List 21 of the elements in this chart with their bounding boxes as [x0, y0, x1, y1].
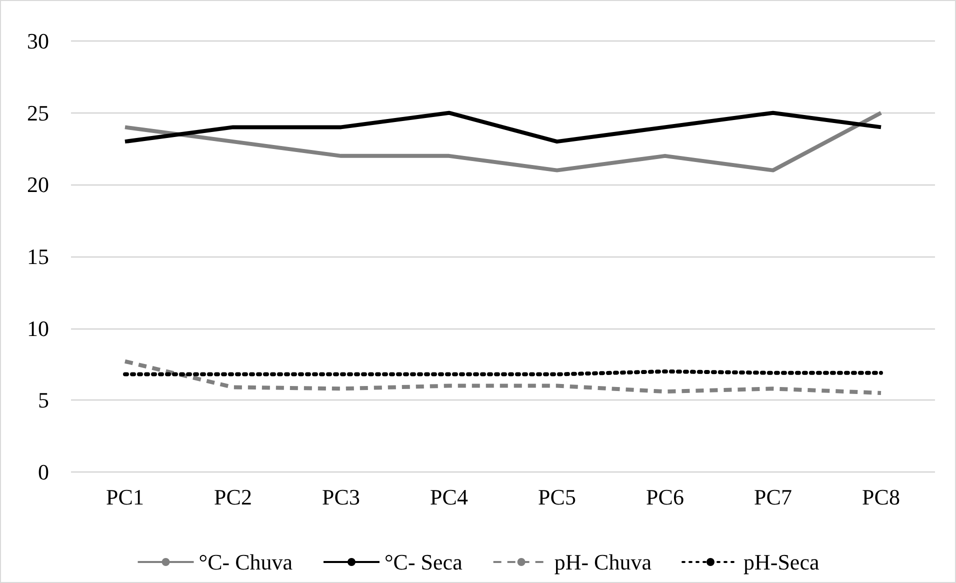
x-tick-label: PC8 — [862, 484, 900, 510]
y-tick-label: 0 — [38, 460, 49, 484]
x-tick-label: PC7 — [754, 484, 792, 510]
x-tick-label: PC4 — [430, 484, 468, 510]
line-series — [123, 359, 883, 395]
x-tick-label: PC2 — [214, 484, 252, 510]
x-tick-label: PC6 — [646, 484, 684, 510]
y-tick-label: 25 — [27, 100, 49, 126]
y-tick-label: 15 — [27, 244, 49, 269]
line-series — [123, 110, 883, 172]
legend-label: pH- Chuva — [554, 550, 652, 574]
legend-label: °C- Chuva — [198, 550, 293, 574]
x-tick-label: PC5 — [538, 484, 576, 510]
y-tick-label: 20 — [27, 172, 49, 198]
y-tick-label: 10 — [27, 316, 49, 341]
y-tick-label: 30 — [27, 28, 49, 54]
legend-label: pH-Seca — [743, 550, 820, 574]
legend-label: °C- Seca — [384, 550, 463, 574]
y-tick-label: 5 — [38, 388, 49, 413]
x-tick-label: PC1 — [106, 484, 144, 510]
x-tick-label: PC3 — [322, 484, 360, 510]
